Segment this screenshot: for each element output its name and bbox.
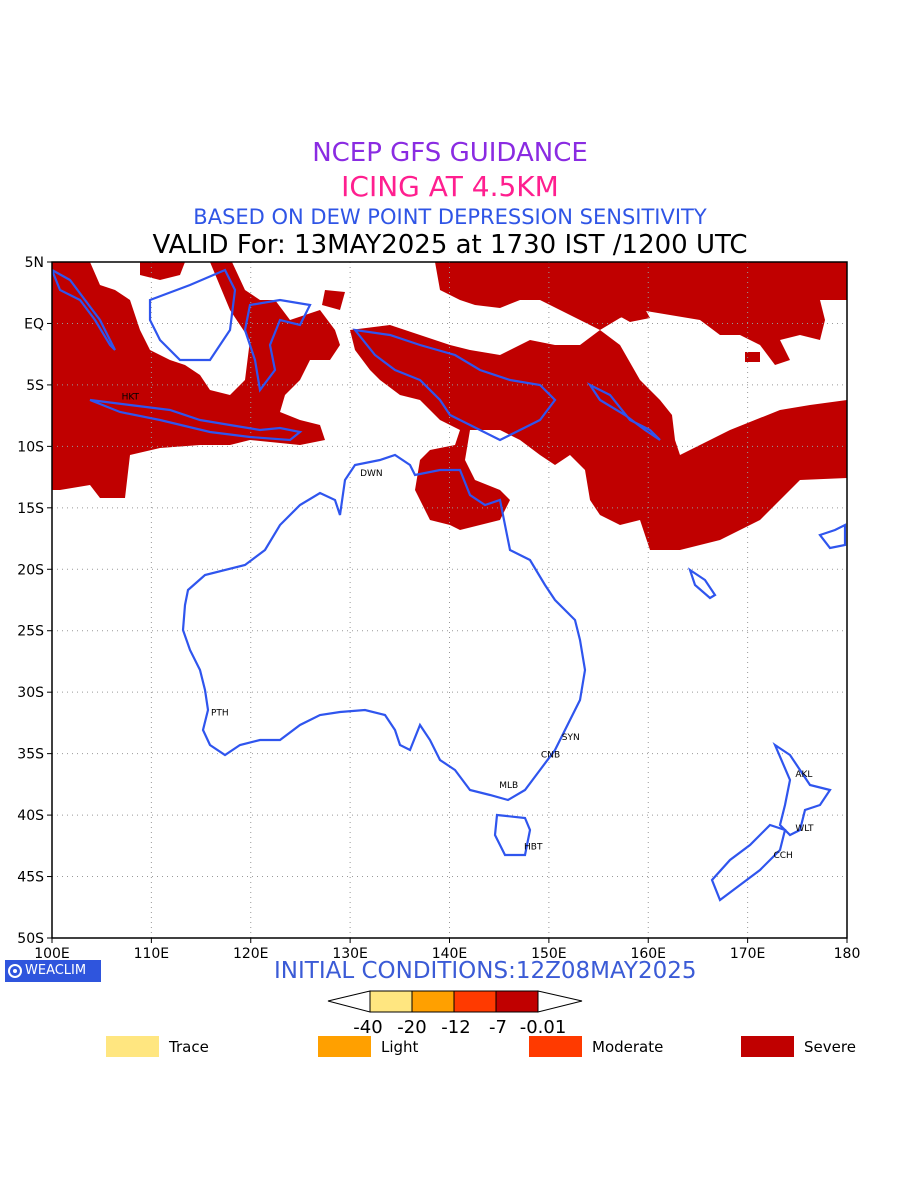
latitude-labels: 5N EQ 5S 10S 15S 20S 25S 30S 35S 40S 45S 50S	[17, 255, 44, 947]
legend-label: Moderate	[592, 1037, 664, 1056]
copyright-circle-icon	[8, 964, 22, 978]
lon-label: 110E	[134, 946, 170, 962]
sulawesi-coast	[243, 298, 312, 393]
colorbar-label: -0.01	[520, 1017, 567, 1035]
lon-label: 120E	[233, 946, 269, 962]
logo-text: WEACLIM	[25, 963, 87, 978]
lon-label: 170E	[730, 946, 766, 962]
java-coast	[89, 398, 303, 442]
legend-severe: Severe	[741, 1036, 856, 1057]
colorbar-label: -40	[353, 1017, 382, 1035]
colorbar-left-arrow	[327, 990, 371, 1013]
title-method: BASED ON DEW POINT DEPRESSION SENSITIVIT…	[193, 205, 707, 229]
longitude-labels: 100E 110E 120E 130E 140E 150E 160E 170E 180	[34, 946, 860, 962]
colorbar-bin-severe	[495, 990, 539, 1013]
severe-icing-areas	[52, 262, 847, 550]
initial-conditions: INITIAL CONDITIONS:12Z08MAY2025	[274, 958, 697, 984]
lat-label: 20S	[17, 562, 44, 578]
icing-map: 5N EQ 5S 10S 15S 20S 25S 30S 35S 40S 45S 50S 100E 11…	[17, 255, 860, 962]
lon-label: 150E	[531, 946, 567, 962]
lat-label: 35S	[17, 747, 44, 763]
tasmania-coast	[493, 813, 532, 857]
station-label-hbt: HBT	[524, 843, 543, 853]
legend-swatch-trace	[106, 1036, 159, 1057]
sumatra-coast	[52, 268, 116, 351]
nz-south-island-coast	[710, 823, 787, 902]
title-valid-time: VALID For: 13MAY2025 at 1730 IST /1200 U…	[152, 230, 748, 260]
lat-label: 25S	[17, 624, 44, 640]
coastlines	[52, 268, 847, 902]
lat-label: 40S	[17, 808, 44, 824]
title-model: NCEP GFS GUIDANCE	[312, 138, 588, 168]
lon-label: 140E	[432, 946, 468, 962]
axis-ticks	[47, 261, 848, 943]
lat-label: 30S	[17, 685, 44, 701]
station-label-cnb: CNB	[541, 750, 560, 760]
station-label-hkt: HKT	[122, 393, 140, 403]
lon-label: 100E	[34, 946, 70, 962]
legend-label: Severe	[804, 1037, 856, 1056]
title-product: ICING AT 4.5KM	[341, 170, 559, 203]
station-label-pth: PTH	[211, 709, 229, 719]
australia-coast	[181, 453, 587, 802]
station-label-wlt: WLT	[795, 824, 814, 834]
lat-label: 5N	[25, 255, 44, 271]
lon-label: 160E	[630, 946, 666, 962]
colorbar-label: -20	[397, 1017, 426, 1035]
station-label-dwn: DWN	[360, 469, 383, 479]
weaclim-logo: WEACLIM	[5, 960, 101, 982]
colorbar-bin-moderate	[453, 990, 497, 1013]
colorbar-bin-light	[411, 990, 455, 1013]
borneo-coast	[148, 268, 237, 362]
legend-label: Trace	[169, 1037, 209, 1056]
station-label-akl: AKL	[795, 770, 812, 780]
lat-label: EQ	[24, 316, 44, 332]
colorbar-right-arrow	[537, 990, 583, 1013]
colorbar: -40 -20 -12 -7 -0.01	[327, 990, 583, 1035]
legend-swatch-severe	[741, 1036, 794, 1057]
legend-swatch-light	[318, 1036, 371, 1057]
lon-label: 130E	[332, 946, 368, 962]
legend-label: Light	[381, 1037, 419, 1056]
lon-label: 180	[834, 946, 861, 962]
station-label-mlb: MLB	[499, 781, 518, 791]
legend-light: Light	[318, 1036, 418, 1057]
solomon-islands-coast	[586, 382, 661, 441]
lat-label: 45S	[17, 870, 44, 886]
legend-trace: Trace	[106, 1036, 209, 1057]
lat-label: 50S	[17, 931, 44, 947]
lat-label: 10S	[17, 439, 44, 455]
nz-north-island-coast	[772, 742, 832, 837]
colorbar-bin-trace	[369, 990, 413, 1013]
lat-label: 5S	[26, 378, 44, 394]
new-guinea-coast	[352, 328, 557, 442]
new-caledonia-coast	[687, 567, 717, 600]
colorbar-label: -12	[441, 1017, 470, 1035]
station-label-syn: SYN	[562, 733, 580, 743]
colorbar-label: -7	[489, 1017, 507, 1035]
station-label-cch: CCH	[773, 851, 792, 861]
legend-swatch-moderate	[529, 1036, 582, 1057]
legend-moderate: Moderate	[529, 1036, 663, 1057]
fiji-coast	[818, 523, 847, 550]
lat-label: 15S	[17, 501, 44, 517]
